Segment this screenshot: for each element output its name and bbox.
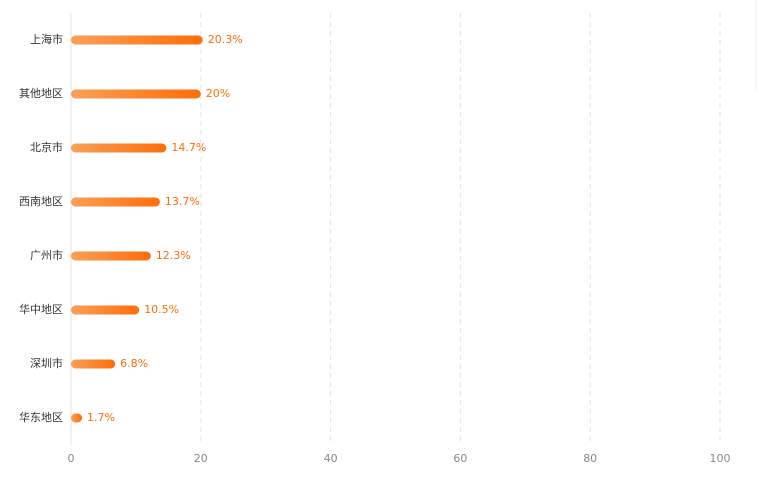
y-tick-label: 西南地区	[19, 195, 63, 208]
value-label: 12.3%	[156, 249, 191, 262]
value-label: 10.5%	[144, 303, 179, 316]
value-label: 6.8%	[120, 357, 148, 370]
bar	[71, 413, 83, 423]
value-label: 1.7%	[87, 411, 115, 424]
x-tick-label: 0	[68, 452, 75, 465]
x-tick-label: 40	[324, 452, 338, 465]
value-label: 13.7%	[165, 195, 200, 208]
bar	[71, 359, 116, 369]
x-tick-label: 60	[453, 452, 467, 465]
bar	[71, 197, 160, 207]
bar	[71, 35, 203, 45]
y-tick-label: 北京市	[30, 140, 63, 154]
y-tick-label: 深圳市	[30, 356, 63, 370]
value-label: 20%	[206, 87, 230, 100]
y-tick-label: 其他地区	[19, 87, 63, 100]
x-tick-label: 80	[583, 452, 597, 465]
bar	[71, 143, 167, 153]
x-tick-label: 20	[194, 452, 208, 465]
y-tick-label: 华东地区	[19, 410, 63, 424]
value-label: 14.7%	[171, 141, 206, 154]
bar	[71, 89, 201, 99]
y-tick-label: 华中地区	[19, 302, 63, 316]
bar	[71, 251, 151, 261]
x-tick-label: 100	[710, 452, 731, 465]
y-tick-label: 广州市	[30, 248, 63, 262]
value-label: 20.3%	[208, 33, 243, 46]
bar	[71, 305, 140, 315]
y-tick-label: 上海市	[30, 32, 63, 46]
